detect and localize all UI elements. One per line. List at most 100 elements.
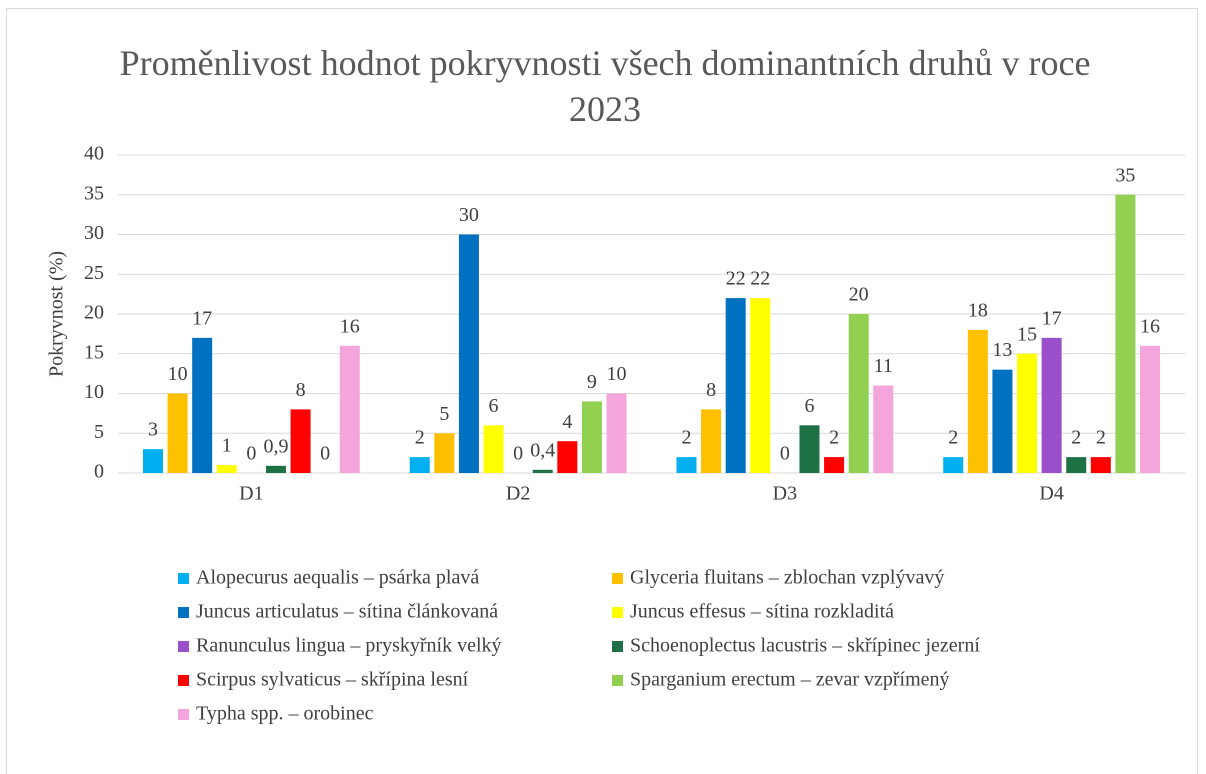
bar [409,457,430,473]
data-label: 0 [513,443,523,465]
bar [873,385,894,473]
bar [434,433,455,473]
bar [532,469,553,473]
bar [824,457,845,473]
bar [557,441,578,473]
data-label: 8 [706,379,716,401]
data-label: 3 [148,419,158,441]
data-label: 2 [1096,427,1106,449]
bar [606,393,627,473]
data-label: 8 [296,379,306,401]
legend-label: Ranunculus lingua – pryskyřník velký [196,635,502,657]
bar [967,329,988,473]
data-label: 18 [968,299,988,321]
bar [458,234,479,473]
bar [339,345,360,473]
chart-frame [6,8,1198,774]
legend-label: Sparganium erectum – zevar vzpřímený [630,669,950,691]
data-label: 20 [849,284,869,306]
data-label: 22 [726,268,746,290]
bar [799,425,820,473]
bar [1066,457,1087,473]
data-label: 0 [320,443,330,465]
bar [701,409,722,473]
data-label: 5 [439,403,449,425]
y-tick-label: 0 [94,461,104,483]
bar [943,457,964,473]
chart-title: Proměnlivost hodnot pokryvnosti všech do… [119,43,1091,129]
legend-swatch [178,709,189,720]
bar [676,457,697,473]
bar [290,409,311,473]
y-axis-label: Pokryvnost (%) [46,251,68,377]
bar [1115,194,1136,473]
data-label: 2 [681,427,691,449]
y-tick-label: 30 [84,222,104,244]
legend-label: Scirpus sylvaticus – skřípina lesní [196,669,469,691]
data-label: 17 [192,307,212,329]
x-tick-label: D1 [239,483,263,505]
data-label: 10 [607,363,627,385]
bar [750,298,771,473]
legend-swatch [612,573,623,584]
bar [581,401,602,473]
data-label: 0,4 [530,439,555,461]
data-label: 2 [1071,427,1081,449]
data-label: 4 [562,411,572,433]
data-label: 22 [750,268,770,290]
legend-swatch [178,641,189,652]
data-label: 11 [874,355,893,377]
legend-label: Glyceria fluitans – zblochan vzplývavý [630,567,944,589]
data-label: 15 [1017,323,1037,345]
legend-swatch [178,607,189,618]
x-tick-label: D4 [1039,483,1063,505]
bar [216,465,237,473]
legend-label: Schoenoplectus lacustris – skřípinec jez… [630,635,980,657]
data-label: 6 [804,395,814,417]
bar [167,393,188,473]
data-label: 6 [489,395,499,417]
data-label: 9 [587,371,597,393]
data-label: 17 [1042,307,1062,329]
bar [192,337,213,473]
data-label: 30 [459,204,479,226]
bar [992,369,1013,473]
legend-swatch [178,675,189,686]
legend-label: Alopecurus aequalis – psárka plavá [196,567,479,589]
data-label: 0 [246,443,256,465]
data-label: 0,9 [263,435,288,457]
data-label: 2 [948,427,958,449]
bar [1017,353,1038,473]
bar [1041,337,1062,473]
bar [848,314,869,473]
bar [1140,345,1161,473]
data-label: 1 [222,435,232,457]
data-label: 0 [780,443,790,465]
y-tick-label: 10 [84,381,104,403]
legend-swatch [612,641,623,652]
y-tick-label: 15 [84,341,104,363]
x-tick-label: D3 [773,483,797,505]
data-label: 16 [340,315,360,337]
x-tick-label: D2 [506,483,530,505]
y-tick-label: 35 [84,182,104,204]
data-label: 16 [1140,315,1160,337]
legend-swatch [612,675,623,686]
y-tick-label: 40 [84,143,104,165]
y-tick-label: 20 [84,302,104,324]
legend-label: Juncus effesus – sítina rozkladitá [630,601,894,623]
legend-label: Juncus articulatus – sítina článkovaná [196,601,498,623]
legend-swatch [612,607,623,618]
data-label: 10 [168,363,188,385]
bar [1090,457,1111,473]
data-label: 2 [415,427,425,449]
data-label: 2 [829,427,839,449]
bar [142,449,163,473]
bar [725,298,746,473]
data-label: 35 [1115,164,1135,186]
legend-swatch [178,573,189,584]
bar [483,425,504,473]
data-label: 13 [992,339,1012,361]
